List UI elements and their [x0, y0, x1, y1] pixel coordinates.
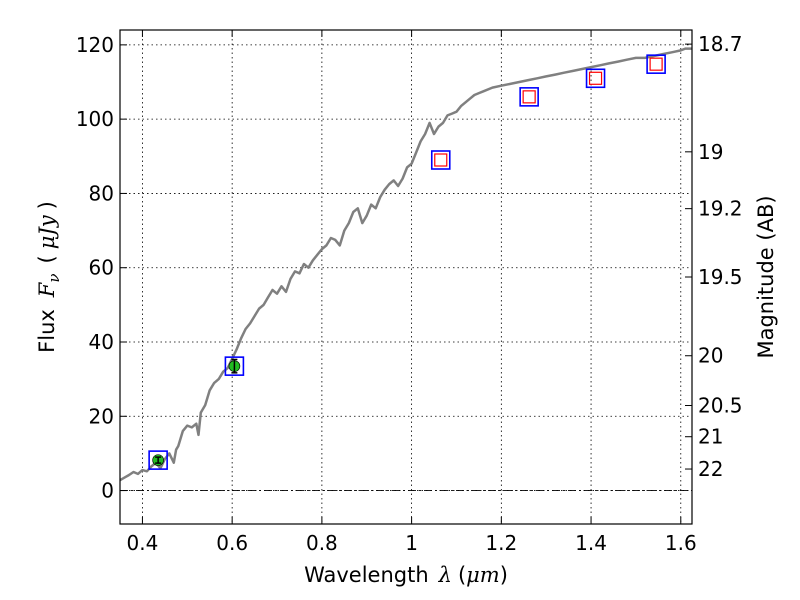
x-tick-label: 1 [405, 531, 418, 555]
photometry-markers [148, 54, 666, 470]
magnitude-tick-label: 21 [698, 425, 723, 449]
y-axis-ticks: 0 20 40 60 80 100 120 [76, 33, 127, 503]
magnitude-tick-label: 20.5 [698, 394, 743, 418]
magnitude-tick-label: 19.2 [698, 197, 743, 221]
magnitude-tick-label: 20 [698, 344, 723, 368]
observed-flux-blue-square [585, 68, 606, 89]
magnitude-axis-ticks: 18.7 19 19.2 19.5 20 20.5 21 22 [685, 32, 743, 481]
grid-lines [120, 30, 692, 524]
observed-flux-blue-square [224, 356, 245, 376]
observed-flux-blue-square [430, 150, 451, 170]
x-tick-label: 0.8 [306, 531, 338, 555]
y-tick-label: 20 [89, 404, 114, 428]
observed-flux-blue-square [646, 54, 666, 74]
model-flux-red-square [588, 71, 603, 85]
magnitude-tick-label: 22 [698, 457, 723, 481]
y-tick-label: 40 [89, 330, 114, 354]
model-flux-red-square [434, 153, 448, 167]
magnitude-tick-label: 19 [698, 140, 723, 164]
x-tick-label: 1.2 [485, 531, 517, 555]
x-tick-label: 0.6 [216, 531, 248, 555]
plot-frame [119, 29, 693, 525]
magnitude-axis-label: Magnitude (AB) [754, 195, 778, 358]
y-tick-label: 60 [89, 256, 114, 280]
model-flux-red-square [649, 57, 663, 71]
x-axis-label: Wavelength λ (μm) [304, 563, 508, 587]
y-tick-label: 0 [101, 479, 114, 503]
y-tick-label: 100 [76, 107, 114, 131]
x-tick-label: 1.4 [575, 531, 607, 555]
magnitude-tick-label: 19.5 [698, 265, 743, 289]
model-flux-red-square [522, 90, 536, 104]
x-axis-ticks: 0.4 0.6 0.8 1 1.2 1.4 1.6 [127, 30, 697, 555]
spectrum-line [119, 47, 692, 482]
y-axis-label: FluxFν(μJy) [35, 201, 63, 353]
observed-flux-blue-square [519, 87, 539, 107]
x-tick-label: 0.4 [127, 531, 159, 555]
observed-flux-blue-square [148, 450, 168, 470]
y-tick-label: 80 [89, 181, 114, 205]
magnitude-tick-label: 18.7 [698, 32, 743, 56]
y-tick-label: 120 [76, 33, 114, 57]
x-tick-label: 1.6 [665, 531, 697, 555]
